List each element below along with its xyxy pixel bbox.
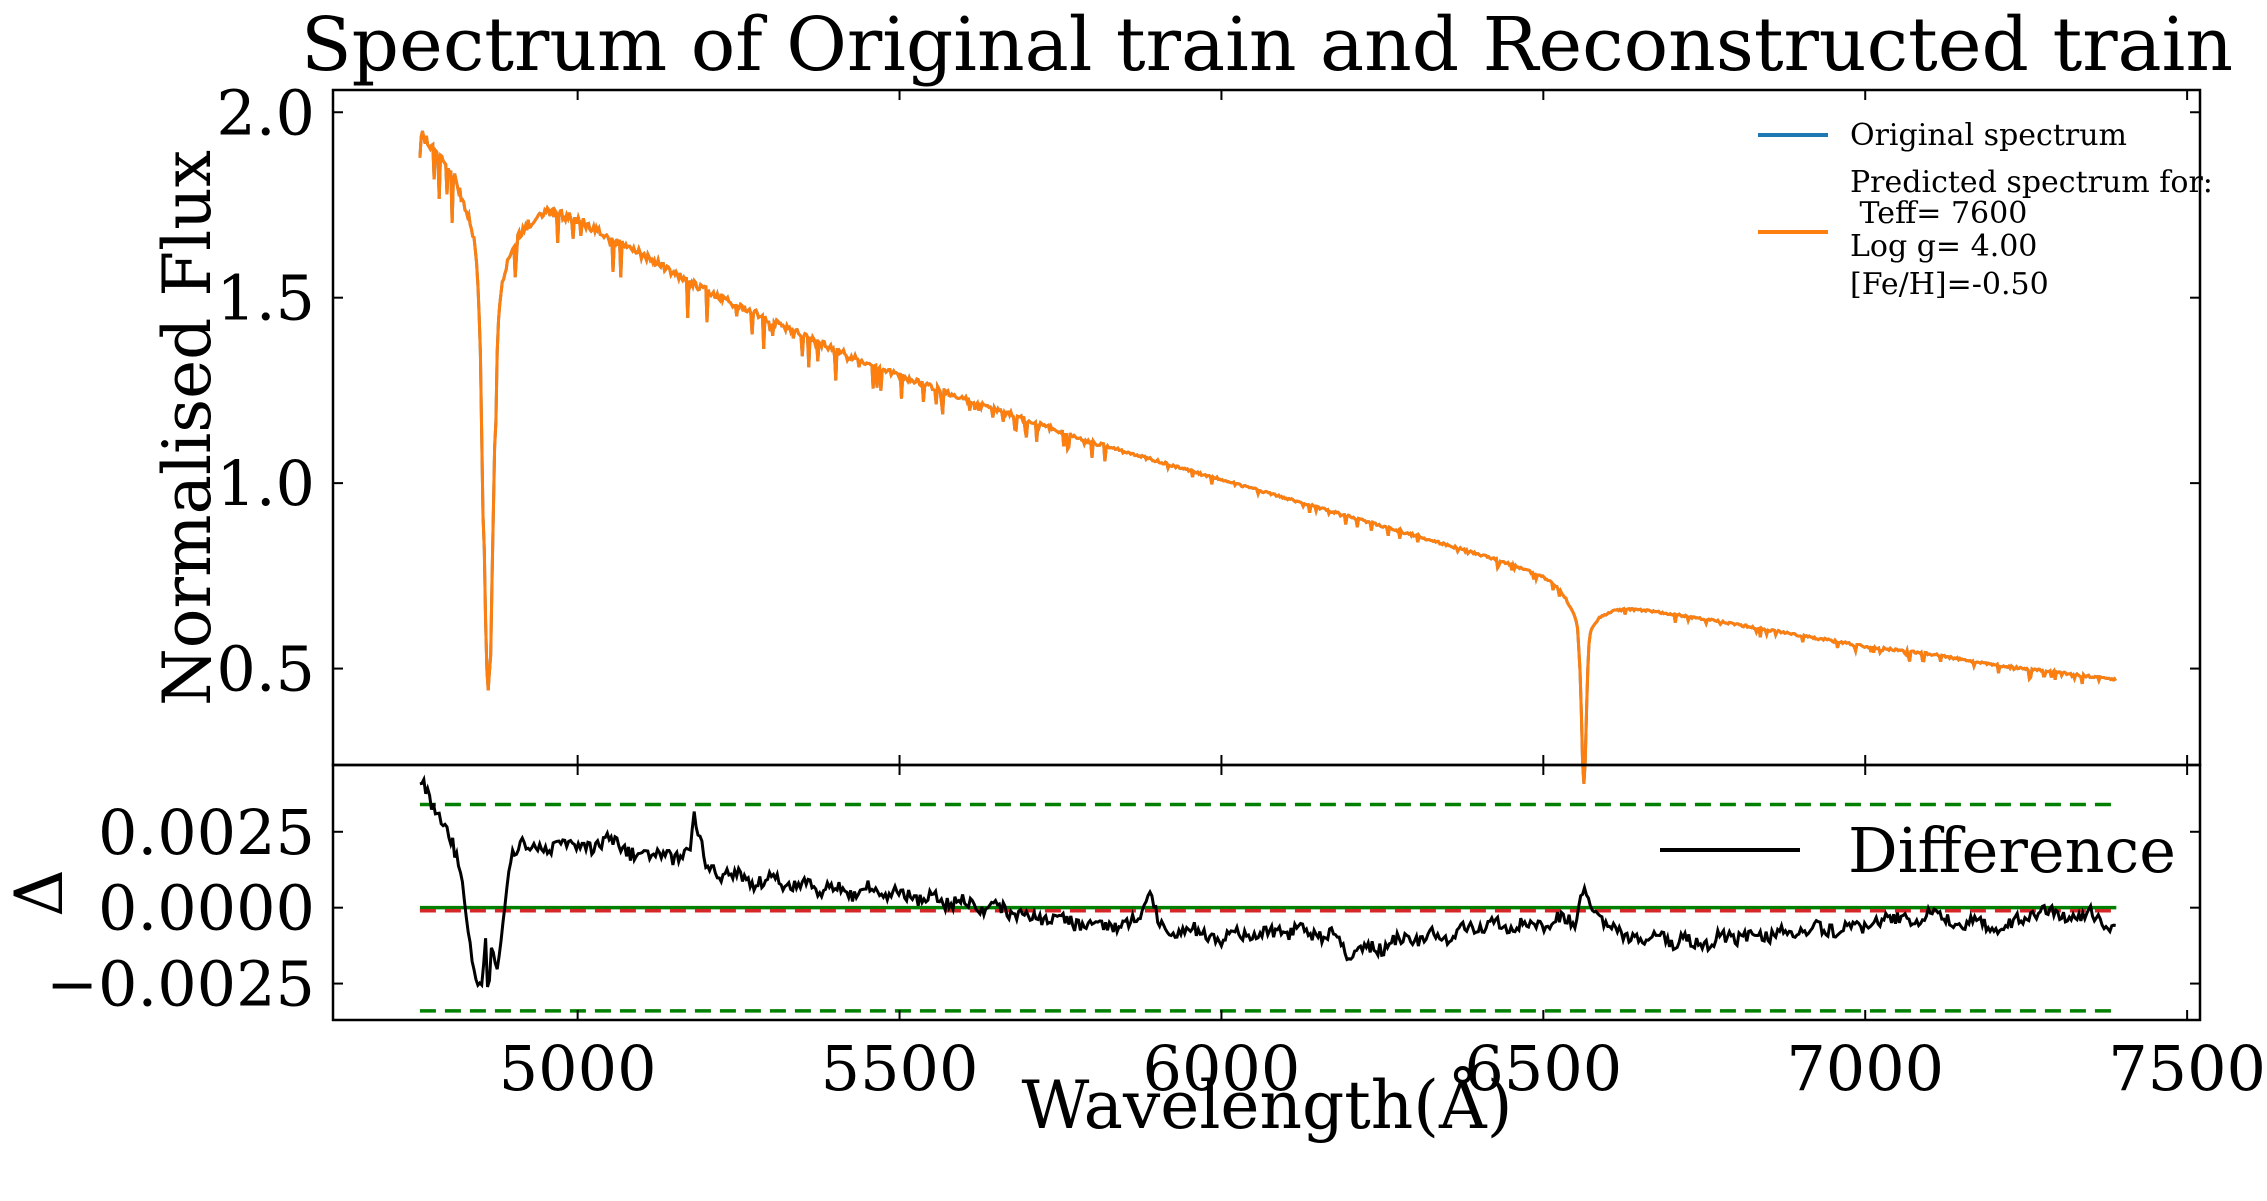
xtick-label: 7000 — [1786, 1032, 1944, 1105]
legend-predicted-line-2: Teff= 7600 — [1850, 196, 2027, 231]
top-legend: Original spectrum Predicted spectrum for… — [1758, 118, 2213, 302]
x-axis-label: Wavelength(Å) — [1022, 1067, 1513, 1144]
xtick-label: 7500 — [2108, 1032, 2266, 1105]
top-ytick-label: 1.5 — [216, 262, 315, 335]
series-difference — [419, 774, 2116, 989]
chart-title: Spectrum of Original train and Reconstru… — [301, 2, 2233, 88]
series-predicted-spectrum — [418, 130, 2117, 784]
top-plot-area — [418, 130, 2117, 784]
legend-difference-label: Difference — [1848, 814, 2176, 887]
xtick-label: 5000 — [499, 1032, 657, 1105]
top-ytick-label: 2.0 — [216, 76, 315, 149]
top-panel: 0.5 1.0 1.5 2.0 Normalised Flux Original sp… — [149, 76, 2213, 784]
legend-predicted-line-4: [Fe/H]=-0.50 — [1850, 267, 2049, 302]
top-ytick-label: 0.5 — [216, 633, 315, 706]
top-ytick-label: 1.0 — [216, 447, 315, 520]
legend-predicted-line-1: Predicted spectrum for: — [1850, 165, 2213, 200]
bottom-ytick-label: −0.0025 — [46, 948, 315, 1021]
y-axis-label-bottom: Δ — [1, 869, 78, 917]
legend-predicted-line-3: Log g= 4.00 — [1850, 229, 2037, 264]
bottom-legend: Difference — [1660, 814, 2176, 887]
xtick-label: 6000 — [1143, 1032, 1301, 1105]
y-axis-label-top: Normalised Flux — [149, 150, 226, 706]
top-ticks: 0.5 1.0 1.5 2.0 — [216, 76, 2200, 765]
bottom-ytick-label: 0.0000 — [98, 872, 315, 945]
legend-original-label: Original spectrum — [1850, 118, 2127, 153]
bottom-plot-area — [419, 774, 2117, 1013]
xtick-label: 6500 — [1464, 1032, 1622, 1105]
bottom-panel-frame — [331, 763, 2202, 1022]
bottom-ytick-label: 0.0025 — [98, 796, 315, 869]
xtick-label: 5500 — [821, 1032, 979, 1105]
